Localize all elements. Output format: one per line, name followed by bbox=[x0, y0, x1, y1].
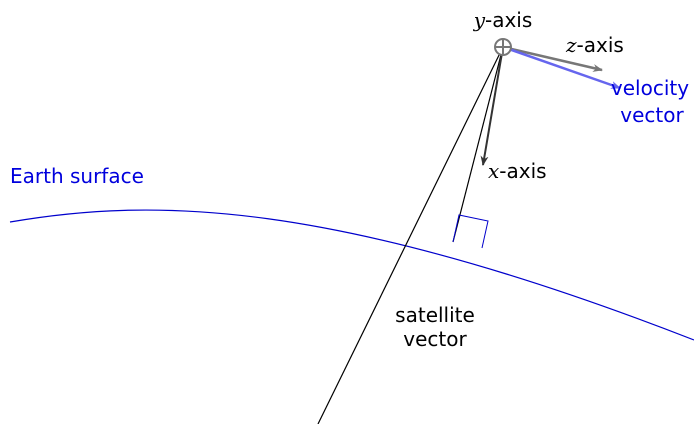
velocity-arrow bbox=[502, 45, 621, 90]
y-axis-text: -axis bbox=[485, 8, 532, 32]
earth-surface-curve bbox=[9, 209, 694, 341]
x-symbol: x bbox=[488, 159, 499, 183]
satellite-label-line1: satellite bbox=[395, 303, 475, 327]
right-angle-mark bbox=[452, 214, 489, 249]
x-axis-arrow bbox=[480, 46, 504, 166]
z-axis-label: z-axis bbox=[565, 33, 624, 57]
x-axis-label: x-axis bbox=[488, 159, 547, 183]
y-symbol: y bbox=[473, 8, 486, 32]
satellite-label-line2: vector bbox=[403, 327, 467, 351]
satellite-vector-line bbox=[317, 46, 504, 424]
z-symbol: z bbox=[565, 33, 577, 57]
y-axis-symbol bbox=[494, 38, 512, 56]
z-axis-text: -axis bbox=[577, 33, 624, 57]
earth-surface-label: Earth surface bbox=[10, 164, 144, 188]
z-axis-arrow bbox=[502, 45, 603, 72]
velocity-label-line2: vector bbox=[620, 103, 684, 127]
y-axis-label: y-axis bbox=[473, 8, 533, 32]
x-axis-text: -axis bbox=[499, 159, 546, 183]
velocity-label-line1: velocity bbox=[611, 76, 689, 100]
perpendicular-line bbox=[452, 46, 504, 243]
